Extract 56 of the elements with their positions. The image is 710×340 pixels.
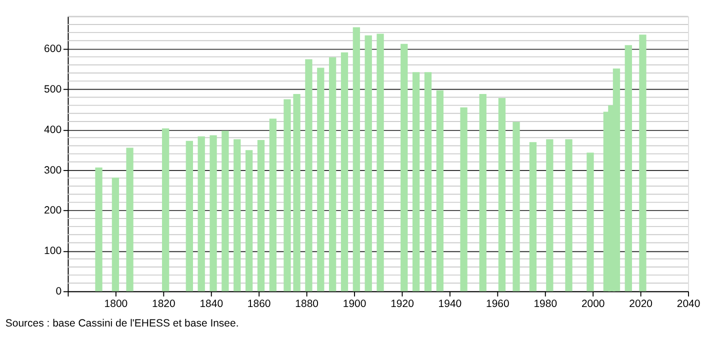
source-note: Sources : base Cassini de l'EHESS et base Insee. (5, 318, 239, 330)
bar (639, 34, 646, 292)
bar (328, 57, 336, 292)
y-tick-label: 600 (44, 44, 62, 56)
x-tick-label: 1880 (295, 298, 319, 310)
x-tick-label: 1940 (438, 298, 462, 310)
bar (400, 44, 408, 292)
bar (269, 118, 277, 292)
bar (352, 27, 360, 292)
bar (460, 107, 468, 292)
bar (317, 68, 324, 292)
bar (186, 140, 194, 292)
bar (586, 152, 594, 292)
bar (565, 139, 572, 292)
bar (210, 135, 217, 292)
y-tick-label: 500 (44, 84, 62, 96)
bar (498, 98, 506, 292)
y-tick-label: 200 (44, 206, 62, 217)
x-tick-label: 1900 (342, 298, 366, 310)
bar (245, 150, 253, 292)
bar (479, 94, 486, 292)
bar (198, 136, 205, 292)
x-tick-label: 1860 (247, 298, 271, 310)
x-tick-label: 1800 (104, 298, 128, 310)
x-tick-label: 1840 (200, 298, 224, 310)
y-tick-label: 300 (44, 165, 62, 176)
y-tick-label: 400 (44, 124, 62, 136)
bar (234, 139, 241, 292)
bar (364, 35, 372, 292)
bar (257, 140, 265, 292)
x-tick-label: 1960 (486, 298, 510, 310)
bar (293, 94, 300, 292)
bar (95, 168, 102, 292)
bar (376, 34, 384, 292)
x-tick-label: 2020 (629, 298, 653, 310)
bar (340, 52, 348, 292)
bar (512, 122, 520, 292)
bar (529, 142, 537, 292)
bar (436, 90, 444, 292)
x-tick-label: 1980 (534, 298, 558, 310)
bar (126, 148, 134, 292)
y-tick-label: 0 (56, 286, 62, 298)
y-tick-label: 100 (44, 246, 62, 258)
x-tick-label: 1920 (390, 298, 414, 310)
bar (112, 178, 120, 292)
bar (162, 128, 170, 292)
bar (284, 99, 291, 292)
bar (305, 59, 312, 292)
x-tick-label: 1820 (152, 298, 176, 310)
bar (222, 130, 229, 292)
x-tick-label: 2000 (581, 298, 605, 310)
x-tick-label: 2040 (676, 298, 700, 310)
bar (624, 45, 632, 292)
bar (424, 72, 432, 292)
bar (412, 72, 420, 292)
bar (546, 139, 554, 292)
